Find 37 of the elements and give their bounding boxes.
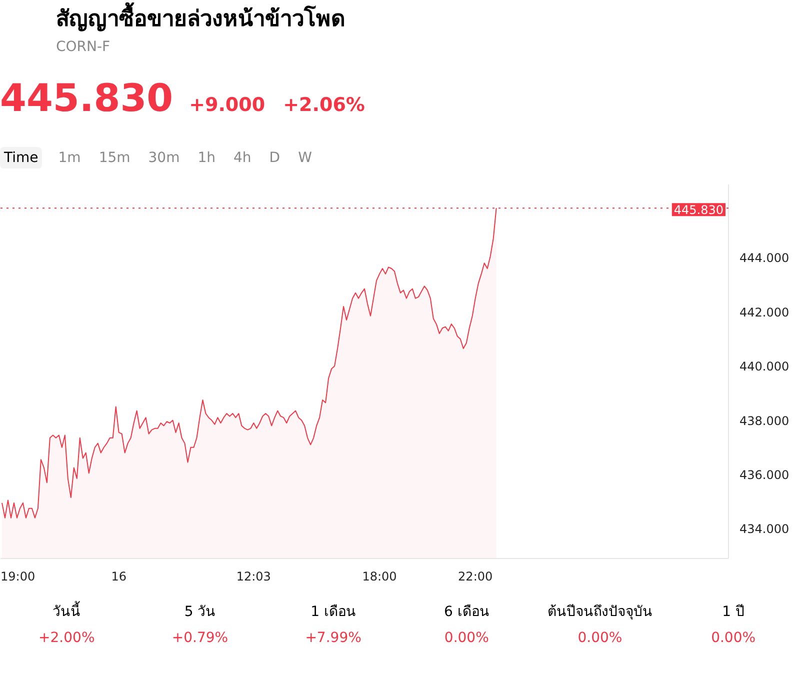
text: Time xyxy=(0,146,42,169)
text: 15m xyxy=(98,148,132,168)
x-tick-label: 22:00 xyxy=(458,570,493,584)
y-tick-label: 440.000 xyxy=(740,360,790,374)
text: 5 วัน xyxy=(183,603,217,622)
text: +0.79% xyxy=(170,629,230,648)
text: W xyxy=(297,148,313,168)
text: 1 เดือน xyxy=(310,603,357,622)
text: 445.830 xyxy=(0,76,174,120)
text: 0.00% xyxy=(443,629,490,648)
text: 0.00% xyxy=(576,629,624,648)
text: +2.06% xyxy=(283,94,365,116)
y-tick-label: 442.000 xyxy=(740,305,790,320)
x-tick-label: 18:00 xyxy=(362,570,397,584)
text: 1h xyxy=(196,148,216,168)
text: ต้นปีจนถึงปัจจุบัน xyxy=(546,603,654,622)
ref-line-label: 445.830 xyxy=(674,203,724,218)
y-tick-label: 434.000 xyxy=(740,522,790,536)
y-tick-label: 436.000 xyxy=(740,468,790,482)
text: 1m xyxy=(57,148,82,168)
x-tick-label: 16 xyxy=(111,570,126,584)
text: D xyxy=(268,148,282,168)
text: 6 เดือน xyxy=(442,603,490,622)
chart-subtitle: CORN-F xyxy=(56,38,112,58)
text: 4h xyxy=(232,148,252,168)
text: 0.00% xyxy=(710,629,757,648)
text: +2.00% xyxy=(38,629,96,648)
x-tick-label: 12:03 xyxy=(236,570,271,584)
chart-title: สัญญาซื้อขายล่วงหน้าข้าวโพด xyxy=(56,4,346,34)
text: +9.000 xyxy=(189,94,266,116)
text: +7.99% xyxy=(304,629,362,648)
y-tick-label: 444.000 xyxy=(740,251,790,266)
y-tick-label: 438.000 xyxy=(740,414,790,428)
text: 1 ปี xyxy=(721,603,746,622)
x-tick-label: 19:00 xyxy=(0,570,36,584)
text: วันนี้ xyxy=(52,602,82,622)
text: 30m xyxy=(147,148,181,168)
